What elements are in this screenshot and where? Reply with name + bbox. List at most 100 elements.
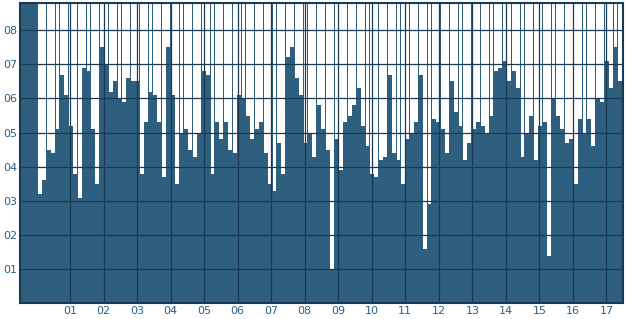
Bar — [432, 3, 436, 119]
Bar — [188, 3, 192, 150]
Bar — [530, 3, 533, 115]
Bar — [583, 3, 587, 133]
Bar — [148, 3, 153, 92]
Bar — [47, 3, 51, 150]
Bar — [95, 3, 100, 184]
Bar — [468, 3, 471, 143]
Bar — [78, 3, 81, 197]
Bar — [38, 3, 42, 194]
Bar — [56, 3, 59, 129]
Bar — [481, 3, 485, 126]
Bar — [556, 3, 560, 115]
Bar — [357, 3, 361, 88]
Bar — [206, 3, 210, 75]
Bar — [228, 3, 232, 150]
Bar — [109, 3, 113, 92]
Bar — [312, 3, 316, 157]
Bar — [538, 3, 542, 126]
Bar — [334, 3, 339, 139]
Bar — [286, 3, 290, 57]
Bar — [600, 3, 604, 102]
Bar — [441, 3, 444, 129]
Bar — [259, 3, 263, 122]
Bar — [410, 3, 414, 133]
Bar — [64, 3, 68, 95]
Bar — [184, 3, 188, 129]
Bar — [220, 3, 223, 139]
Bar — [454, 3, 458, 112]
Bar — [516, 3, 520, 88]
Bar — [344, 3, 347, 122]
Bar — [618, 3, 622, 81]
Bar — [578, 3, 582, 119]
Bar — [264, 3, 267, 153]
Bar — [304, 3, 307, 143]
Bar — [144, 3, 148, 122]
Bar — [131, 3, 135, 81]
Bar — [268, 3, 272, 184]
Bar — [569, 3, 573, 139]
Bar — [507, 3, 511, 81]
Bar — [476, 3, 480, 122]
Bar — [105, 3, 108, 64]
Bar — [299, 3, 303, 95]
Bar — [463, 3, 467, 160]
Bar — [242, 3, 245, 99]
Bar — [490, 3, 493, 115]
Bar — [153, 3, 157, 95]
Bar — [525, 3, 529, 133]
Bar — [126, 3, 130, 78]
Bar — [436, 3, 440, 122]
Bar — [171, 3, 175, 95]
Bar — [485, 3, 489, 133]
Bar — [592, 3, 595, 146]
Bar — [534, 3, 538, 160]
Bar — [543, 3, 546, 122]
Bar — [374, 3, 378, 177]
Bar — [339, 3, 343, 170]
Bar — [295, 3, 299, 78]
Bar — [118, 3, 121, 99]
Bar — [449, 3, 454, 81]
Bar — [197, 3, 201, 133]
Bar — [246, 3, 250, 115]
Bar — [73, 3, 77, 174]
Bar — [237, 3, 241, 95]
Bar — [317, 3, 321, 105]
Bar — [255, 3, 259, 129]
Bar — [69, 3, 73, 126]
Bar — [613, 3, 617, 47]
Bar — [521, 3, 525, 157]
Bar — [370, 3, 374, 174]
Bar — [135, 3, 139, 81]
Bar — [552, 3, 555, 99]
Bar — [175, 3, 179, 184]
Bar — [587, 3, 591, 119]
Bar — [233, 3, 237, 153]
Bar — [91, 3, 95, 129]
Bar — [140, 3, 143, 174]
Bar — [193, 3, 197, 157]
Bar — [423, 3, 427, 249]
Bar — [383, 3, 387, 157]
Bar — [282, 3, 285, 174]
Bar — [498, 3, 502, 68]
Bar — [51, 3, 55, 153]
Bar — [308, 3, 312, 133]
Bar — [472, 3, 476, 129]
Bar — [43, 3, 46, 181]
Bar — [406, 3, 409, 139]
Bar — [392, 3, 396, 153]
Bar — [547, 3, 551, 256]
Bar — [458, 3, 463, 126]
Bar — [366, 3, 369, 146]
Bar — [494, 3, 498, 71]
Bar — [396, 3, 401, 160]
Bar — [162, 3, 166, 177]
Bar — [361, 3, 365, 126]
Bar — [250, 3, 254, 139]
Bar — [82, 3, 86, 68]
Bar — [511, 3, 516, 71]
Bar — [326, 3, 329, 150]
Bar — [113, 3, 117, 81]
